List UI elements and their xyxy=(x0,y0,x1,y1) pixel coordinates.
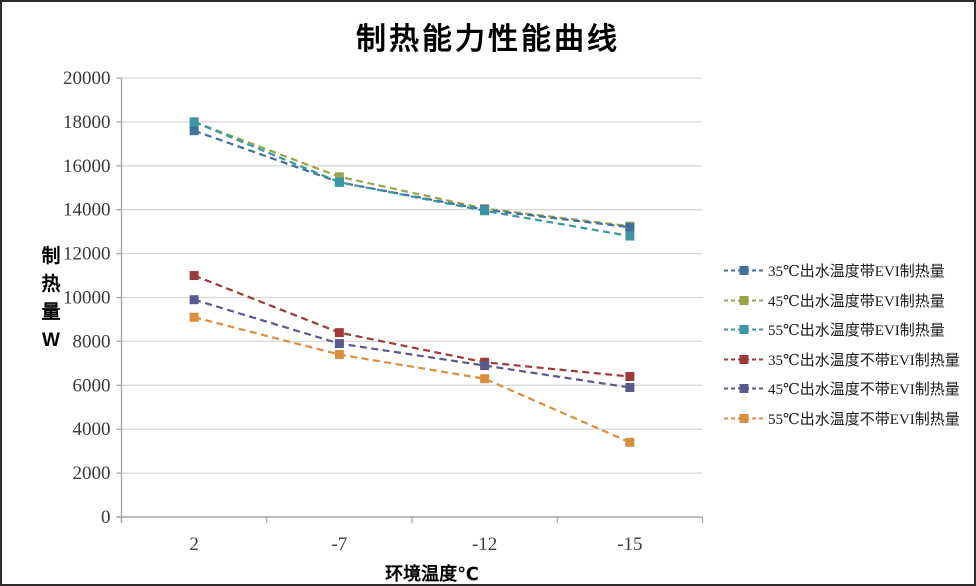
x-tick-label: 2 xyxy=(189,534,199,555)
legend-marker-icon xyxy=(724,413,764,423)
legend-marker-icon xyxy=(724,354,764,364)
data-point-marker xyxy=(480,206,490,216)
legend-item: 55℃出水温度不带EVI制热量 xyxy=(724,404,960,434)
legend-item: 45℃出水温度不带EVI制热量 xyxy=(724,374,960,404)
legend-marker-icon xyxy=(724,295,764,305)
y-tick-label: 14000 xyxy=(63,200,111,221)
series-line xyxy=(193,120,631,238)
legend-label: 35℃出水温度不带EVI制热量 xyxy=(768,352,960,369)
data-point-marker xyxy=(625,222,635,232)
data-point-marker xyxy=(189,271,199,281)
chart-title: 制热能力性能曲线 xyxy=(356,23,620,56)
y-tick-label: 2000 xyxy=(73,463,111,484)
legend-label: 55℃出水温度带EVI制热量 xyxy=(768,323,945,340)
data-point-marker xyxy=(334,339,344,349)
data-point-marker xyxy=(189,312,199,322)
legend-item: 45℃出水温度带EVI制热量 xyxy=(724,286,960,316)
data-point-marker xyxy=(480,361,490,371)
x-axis-title: 环境温度℃ xyxy=(385,564,479,584)
data-point-marker xyxy=(189,295,199,305)
y-tick-label: 20000 xyxy=(63,68,111,89)
data-point-marker xyxy=(334,172,344,182)
data-point-marker xyxy=(625,372,635,382)
legend-label: 35℃出水温度带EVI制热量 xyxy=(768,264,945,281)
legend-label: 45℃出水温度不带EVI制热量 xyxy=(768,382,960,399)
legend-marker-icon xyxy=(724,266,764,276)
data-point-marker xyxy=(334,177,344,187)
y-tick-label: 18000 xyxy=(63,112,111,133)
legend-label: 45℃出水温度带EVI制热量 xyxy=(768,293,945,310)
data-point-marker xyxy=(334,350,344,360)
legend-marker-icon xyxy=(724,325,764,335)
y-tick-label: 6000 xyxy=(73,375,111,396)
legend-item: 35℃出水温度带EVI制热量 xyxy=(724,256,960,286)
series-line xyxy=(193,298,631,389)
data-point-marker xyxy=(625,382,635,392)
series-line xyxy=(193,120,631,228)
y-tick-label: 12000 xyxy=(63,244,111,265)
y-tick-label: 0 xyxy=(101,507,111,528)
data-point-marker xyxy=(334,328,344,338)
legend-item: 35℃出水温度不带EVI制热量 xyxy=(724,345,960,375)
x-tick-label: -7 xyxy=(331,534,347,555)
data-point-marker xyxy=(625,231,635,241)
series-line xyxy=(193,316,631,444)
legend-item: 55℃出水温度带EVI制热量 xyxy=(724,315,960,345)
x-tick-label: -15 xyxy=(617,534,642,555)
y-tick-label: 8000 xyxy=(73,331,111,352)
data-point-marker xyxy=(625,437,635,447)
legend-label: 55℃出水温度不带EVI制热量 xyxy=(768,411,960,428)
series-line xyxy=(193,129,631,229)
series-line xyxy=(193,274,630,378)
y-tick-label: 10000 xyxy=(63,288,111,309)
legend-marker-icon xyxy=(724,384,764,394)
data-point-marker xyxy=(189,117,199,127)
data-point-marker xyxy=(189,126,199,136)
x-tick-label: -12 xyxy=(472,534,497,555)
y-tick-label: 16000 xyxy=(63,156,111,177)
legend: 35℃出水温度带EVI制热量 45℃出水温度带EVI制热量 55℃出水温度带EVI制… xyxy=(724,256,960,433)
y-axis-title: 制 热 量 W xyxy=(41,246,61,351)
data-point-marker xyxy=(480,374,490,384)
y-tick-label: 4000 xyxy=(73,419,111,440)
